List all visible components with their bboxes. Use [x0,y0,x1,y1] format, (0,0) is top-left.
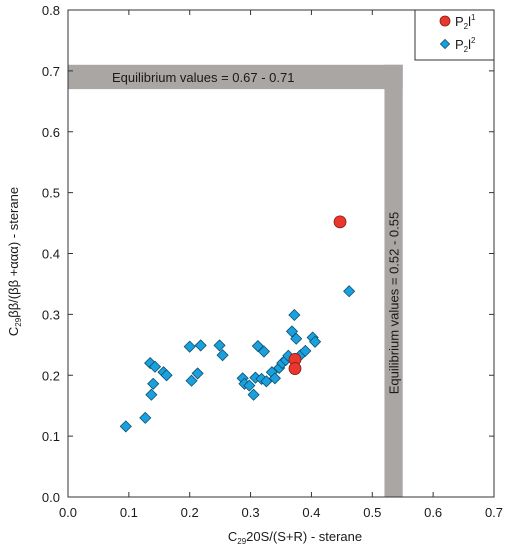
x-tick-label: 0.5 [363,505,381,520]
y-axis-title-rest: ββ/(ββ +ααα) - sterane [6,187,21,318]
equilibrium-bands: Equilibrium values = 0.67 - 0.71 Equilib… [68,64,403,497]
x-axis-title-rest: 20S/(S+R) - sterane [246,529,362,544]
legend-label-p2l1-main: P [455,14,464,29]
data-point-p2l2 [288,308,301,322]
data-point-p2l2 [139,411,152,424]
data-point-p2l2 [183,340,196,353]
x-tick-label: 0.2 [181,505,199,520]
axis-ticks: 0.0 0.1 0.2 0.3 0.4 0.5 0.6 0.7 0.0 0.1 0.2 0.3 0.4 0… [42,3,503,520]
legend-label-p2l1-sub: 2 [464,22,469,31]
y-tick-label: 0.7 [42,64,60,79]
y-tick-label: 0.8 [42,3,60,18]
equilibrium-band-horizontal-label: Equilibrium values = 0.67 - 0.71 [112,70,294,85]
legend-label-p2l2-sub: 2 [464,45,469,54]
x-tick-label: 0.4 [302,505,320,520]
data-point-p2l2 [290,332,303,345]
y-tick-label: 0.3 [42,307,60,322]
data-point-p2l2 [268,372,281,385]
data-point-p2l2 [119,420,132,433]
data-point-p2l2 [216,349,229,362]
y-tick-label: 0.6 [42,125,60,140]
equilibrium-band-vertical [384,64,403,497]
legend-marker-p2l2 [439,38,451,50]
data-point-p2l2 [213,339,226,352]
y-axis-title-prefix: C [6,327,21,336]
legend-label-p2l1-letter: l [468,14,471,29]
x-tick-label: 0.6 [424,505,442,520]
data-point-p2l1 [288,362,302,375]
data-point-p2l2 [247,388,260,401]
x-axis-title-prefix: C [228,529,237,544]
legend-label-p2l2-letter: l [468,37,471,52]
y-axis-title: C29ββ/(ββ +ααα) - sterane [6,187,23,336]
y-tick-label: 0.4 [42,247,60,262]
x-tick-label: 0.0 [59,505,77,520]
data-points [119,215,356,433]
data-point-p2l2 [145,388,158,401]
legend-label-p2l2-main: P [455,37,464,52]
data-point-p2l1 [333,215,347,229]
x-axis-title-sub: 29 [237,537,246,546]
data-point-p2l2 [148,360,162,373]
x-axis-title: C2920S/(S+R) - sterane [228,529,362,546]
data-point-p2l2 [160,369,173,382]
data-point-p2l2 [194,339,207,352]
data-point-p2l2 [343,285,356,298]
legend: P2l1 P2l2 [414,9,495,61]
y-tick-label: 0.5 [42,186,60,201]
legend-label-p2l1-sup: 1 [471,13,476,22]
data-point-p2l2 [309,335,322,348]
data-point-p2l2 [257,345,271,358]
x-tick-label: 0.3 [242,505,260,520]
y-axis-title-sub: 29 [14,317,23,326]
y-tick-label: 0.0 [42,490,60,505]
equilibrium-band-vertical-label: Equilibrium values = 0.52 - 0.55 [387,212,402,394]
y-tick-label: 0.2 [42,368,60,383]
legend-label-p2l2: P2l2 [455,36,476,54]
equilibrium-band-horizontal [68,64,403,90]
data-point-p2l2 [243,379,256,392]
legend-box [414,9,495,61]
legend-marker-p2l1 [439,15,451,27]
data-point-p2l2 [185,374,198,387]
legend-label-p2l2-sup: 2 [471,36,476,45]
x-tick-label: 0.1 [120,505,138,520]
legend-label-p2l1: P2l1 [455,13,476,31]
y-tick-label: 0.1 [42,429,60,444]
data-point-p2l2 [147,377,160,390]
data-point-p2l2 [299,344,312,357]
data-point-p2l2 [191,367,204,380]
x-tick-label: 0.7 [485,505,503,520]
